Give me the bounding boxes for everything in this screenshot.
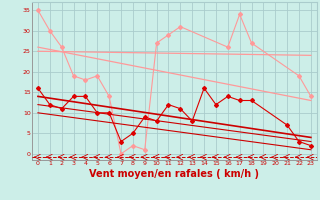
X-axis label: Vent moyen/en rafales ( km/h ): Vent moyen/en rafales ( km/h )	[89, 169, 260, 179]
